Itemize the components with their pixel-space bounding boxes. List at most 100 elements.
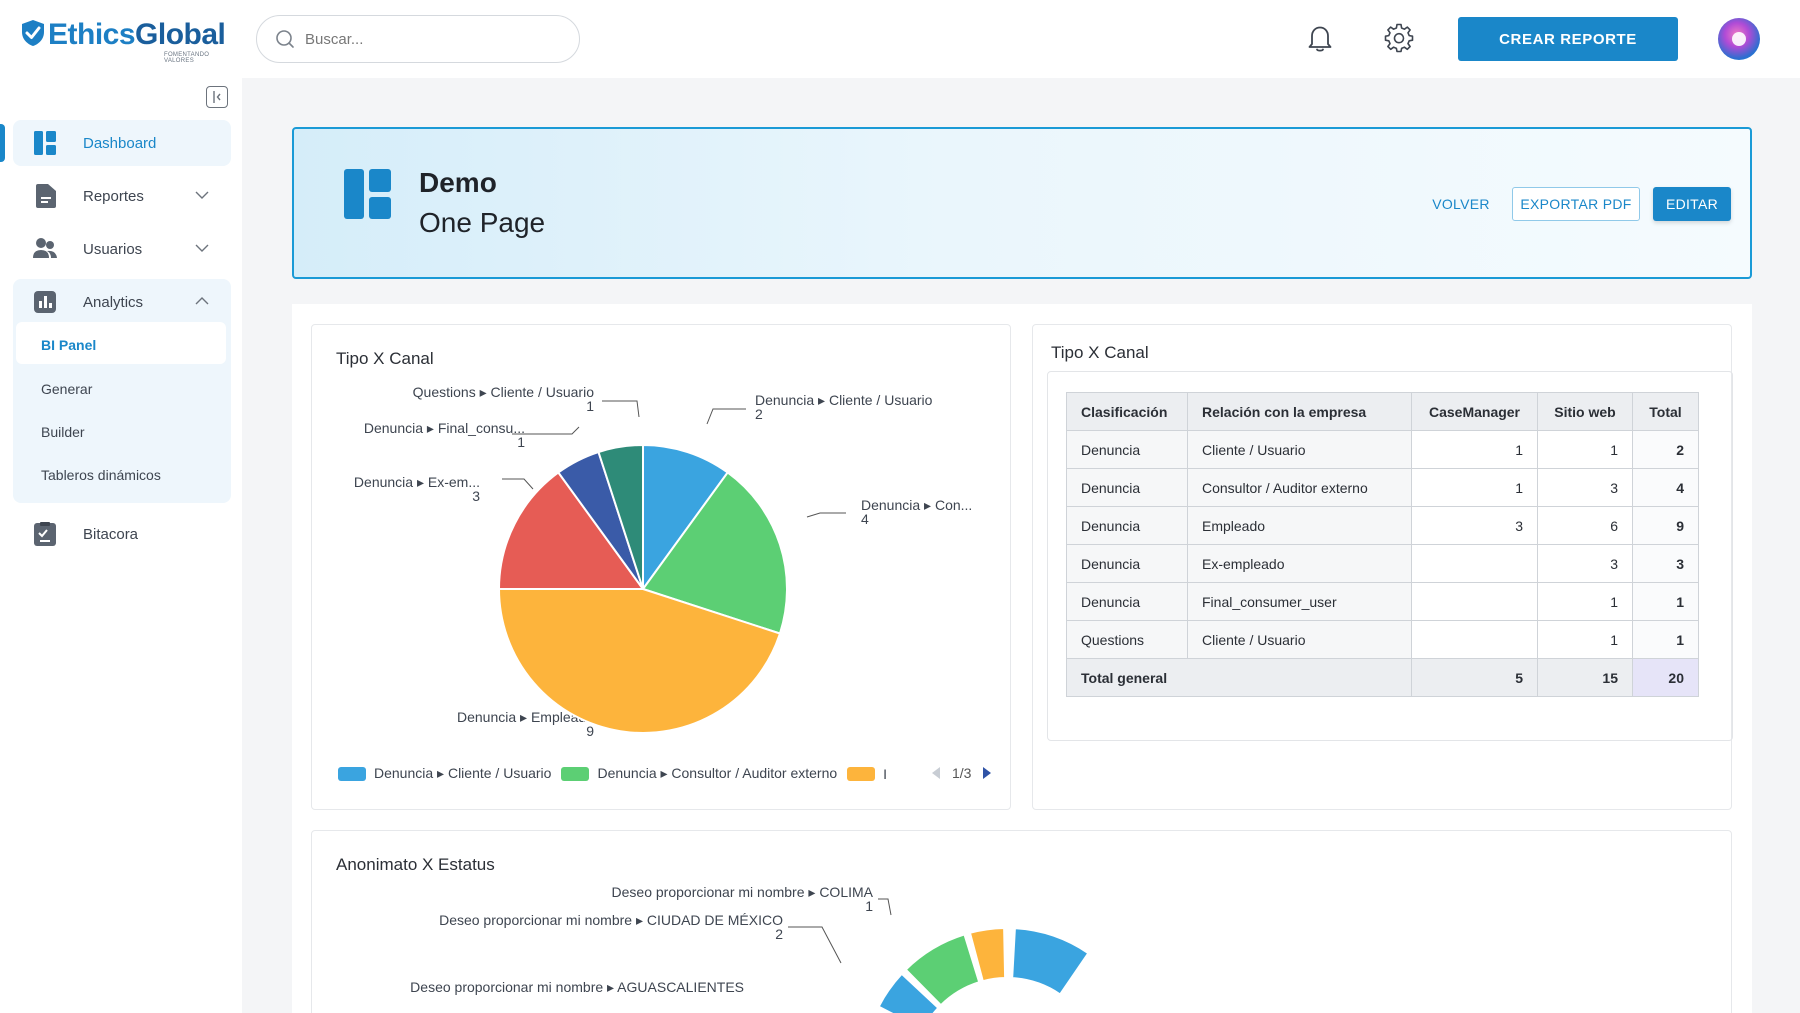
column-header[interactable]: Total bbox=[1632, 392, 1699, 431]
analytics-icon bbox=[33, 290, 57, 314]
pie-label-value: 1 bbox=[517, 434, 525, 450]
table-cell: 20 bbox=[1632, 658, 1699, 697]
pie-label: Denuncia ▸ Empleado bbox=[457, 709, 594, 725]
pie-label-value: 9 bbox=[586, 723, 594, 739]
table-row: Denuncia Final_consumer_user 1 1 bbox=[1066, 582, 1699, 621]
sidebar-subitem-builder[interactable]: Builder bbox=[41, 424, 85, 440]
legend-pager: 1/3 bbox=[930, 765, 993, 781]
table-cell: Denuncia bbox=[1066, 506, 1188, 545]
pie-label: Denuncia ▸ Final_consu... bbox=[364, 420, 525, 436]
donut-chart: Deseo proporcionar mi nombre ▸ COLIMA 1 … bbox=[410, 884, 1090, 1013]
legend-swatch bbox=[847, 766, 876, 781]
column-header[interactable]: Clasificación bbox=[1066, 392, 1188, 431]
table-cell: 4 bbox=[1632, 468, 1699, 507]
table-cell: Denuncia bbox=[1066, 430, 1188, 469]
search-box[interactable] bbox=[256, 15, 580, 63]
donut-label-value: 1 bbox=[865, 898, 873, 914]
pie-chart: Denuncia ▸ Cliente / Usuario 2 Denuncia … bbox=[354, 384, 972, 739]
pie-slice[interactable] bbox=[497, 471, 645, 590]
pivot-table: Clasificación Relación con la empresa Ca… bbox=[1066, 392, 1699, 697]
prev-page-icon[interactable] bbox=[930, 766, 942, 780]
table-cell: 1 bbox=[1411, 468, 1538, 507]
pie-slices bbox=[497, 443, 788, 734]
sidebar-subitem-tableros[interactable]: Tableros dinámicos bbox=[41, 467, 161, 483]
legend-label: Denuncia ▸ Cliente / Usuario bbox=[374, 765, 552, 781]
table-cell: 5 bbox=[1411, 658, 1538, 697]
shield-check-icon bbox=[22, 20, 44, 46]
table-cell: Final_consumer_user bbox=[1187, 582, 1412, 621]
sidebar-subitem-bi-panel[interactable]: BI Panel bbox=[41, 337, 97, 353]
table-row: Denuncia Ex-empleado 3 3 bbox=[1066, 544, 1699, 583]
sidebar-item-analytics[interactable]: Analytics bbox=[13, 279, 231, 325]
column-header[interactable]: Relación con la empresa bbox=[1187, 392, 1412, 431]
table-row: Denuncia Empleado 3 6 9 bbox=[1066, 506, 1699, 545]
table-container: Clasificación Relación con la empresa Ca… bbox=[1047, 371, 1733, 741]
donut-slice[interactable] bbox=[904, 933, 981, 1007]
gear-icon bbox=[1384, 23, 1414, 53]
table-row: Denuncia Consultor / Auditor externo 1 3… bbox=[1066, 468, 1699, 507]
table-cell: 2 bbox=[1632, 430, 1699, 469]
pie-label: Questions ▸ Cliente / Usuario bbox=[413, 384, 595, 400]
pivot-table-card: Tipo X Canal Clasificación Relación con … bbox=[1032, 324, 1733, 810]
chevron-down-icon bbox=[195, 244, 209, 252]
pie-slice[interactable] bbox=[597, 443, 644, 590]
next-page-icon[interactable] bbox=[981, 766, 993, 780]
table-cell: 1 bbox=[1537, 430, 1633, 469]
leader-lines bbox=[788, 898, 892, 964]
sidebar-item-bitacora[interactable]: Bitacora bbox=[13, 511, 231, 557]
settings-button[interactable] bbox=[1381, 20, 1417, 56]
sidebar-subitem-generar[interactable]: Generar bbox=[41, 381, 93, 397]
column-header[interactable]: CaseManager bbox=[1411, 392, 1538, 431]
pie-slice[interactable] bbox=[642, 443, 730, 593]
chevron-up-icon bbox=[195, 297, 209, 305]
pie-label: Denuncia ▸ Cliente / Usuario bbox=[755, 392, 933, 408]
legend-item[interactable]: Denuncia ▸ Cliente / Usuario bbox=[338, 765, 551, 782]
sidebar-item-label: Bitacora bbox=[83, 525, 139, 543]
pie-slice[interactable] bbox=[641, 471, 788, 635]
legend-item[interactable]: I bbox=[847, 766, 887, 782]
pie-slice[interactable] bbox=[497, 588, 782, 734]
avatar-face bbox=[1732, 32, 1746, 46]
table-cell: 1 bbox=[1411, 430, 1538, 469]
sidebar-item-dashboard[interactable]: Dashboard bbox=[13, 120, 231, 166]
create-report-button[interactable]: CREAR REPORTE bbox=[1458, 17, 1678, 61]
column-header[interactable]: Sitio web bbox=[1537, 392, 1633, 431]
search-input[interactable] bbox=[305, 30, 545, 48]
pie-chart-card: Tipo X Canal Denuncia ▸ Cliente / Usuari… bbox=[311, 324, 1011, 810]
table-cell bbox=[1411, 582, 1538, 621]
legend-label: Denuncia ▸ Consultor / Auditor externo bbox=[597, 765, 838, 781]
table-cell bbox=[1411, 620, 1538, 659]
notifications-button[interactable] bbox=[1302, 20, 1338, 56]
dashboard-icon bbox=[344, 169, 391, 219]
pager-text: 1/3 bbox=[952, 765, 972, 781]
chart-title: Anonimato X Estatus bbox=[336, 855, 495, 874]
back-button[interactable]: VOLVER bbox=[1424, 187, 1498, 221]
legend-item[interactable]: Denuncia ▸ Consultor / Auditor externo bbox=[561, 765, 837, 782]
edit-button[interactable]: EDITAR bbox=[1653, 187, 1731, 221]
pie-labels: Denuncia ▸ Cliente / Usuario 2 Denuncia … bbox=[354, 384, 972, 739]
pie-label: Denuncia ▸ Con... bbox=[861, 497, 972, 513]
donut-slice[interactable] bbox=[877, 972, 940, 1013]
logbook-icon bbox=[33, 522, 57, 546]
sidebar-item-usuarios[interactable]: Usuarios bbox=[13, 226, 231, 272]
top-bar: EthicsGlobal FOMENTANDO VALORES CREAR RE… bbox=[0, 0, 1800, 78]
table-cell: 3 bbox=[1411, 506, 1538, 545]
user-avatar[interactable] bbox=[1718, 18, 1760, 60]
export-pdf-button[interactable]: EXPORTAR PDF bbox=[1512, 187, 1640, 221]
analytics-group bbox=[13, 279, 231, 503]
table-row: Questions Cliente / Usuario 1 1 bbox=[1066, 620, 1699, 659]
donut-slice[interactable] bbox=[1011, 927, 1090, 996]
table-cell: 1 bbox=[1632, 620, 1699, 659]
document-icon bbox=[33, 184, 57, 208]
sidebar-item-reportes[interactable]: Reportes bbox=[13, 173, 231, 219]
brand-name: EthicsGlobal bbox=[48, 18, 226, 51]
sidebar-item-label: Usuarios bbox=[83, 240, 143, 258]
donut-label: Deseo proporcionar mi nombre ▸ AGUASCALI… bbox=[410, 979, 744, 995]
table-cell: Ex-empleado bbox=[1187, 544, 1412, 583]
donut-slice[interactable] bbox=[968, 927, 1007, 983]
brand-logo[interactable]: EthicsGlobal FOMENTANDO VALORES bbox=[18, 18, 226, 64]
bell-icon bbox=[1308, 26, 1332, 52]
chart-legend: Denuncia ▸ Cliente / Usuario Denuncia ▸ … bbox=[338, 765, 897, 782]
table-cell: Consultor / Auditor externo bbox=[1187, 468, 1412, 507]
collapse-sidebar-button[interactable] bbox=[206, 86, 228, 108]
